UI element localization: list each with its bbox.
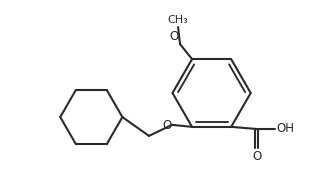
Text: O: O: [162, 119, 171, 132]
Text: CH₃: CH₃: [167, 15, 188, 25]
Text: OH: OH: [276, 122, 294, 135]
Text: O: O: [170, 30, 179, 42]
Text: O: O: [252, 150, 261, 163]
